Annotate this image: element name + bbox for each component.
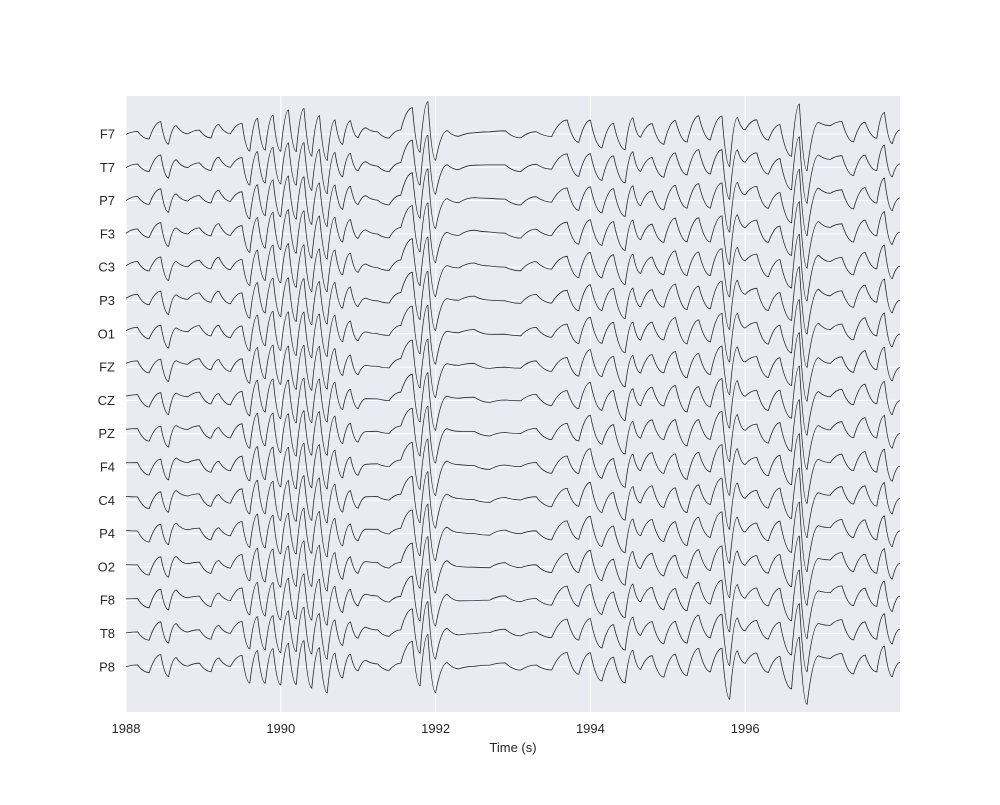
trace-o1	[125, 299, 901, 368]
plot-area	[126, 96, 900, 712]
trace-c4	[125, 467, 901, 539]
trace-t7	[125, 134, 901, 204]
channel-label-f8: F8	[100, 593, 115, 608]
channel-label-p8: P8	[99, 659, 115, 674]
x-tick-label: 1990	[266, 721, 295, 736]
channel-labels: F7 T7 P7 F3 C3 P3 O1 FZ CZ PZ F4 C4 P4 O2 F8 T8 P8	[98, 127, 115, 675]
channel-label-c4: C4	[98, 493, 115, 508]
x-tick-labels: 1988 1990 1992 1994 1996	[112, 721, 760, 736]
trace-p4	[125, 501, 901, 573]
trace-f8	[125, 568, 901, 640]
channel-label-fz: FZ	[99, 360, 115, 375]
channel-label-f4: F4	[100, 460, 115, 475]
channel-label-cz: CZ	[98, 393, 115, 408]
channel-label-f3: F3	[100, 226, 115, 241]
trace-f3	[125, 201, 901, 269]
channel-label-p4: P4	[99, 526, 115, 541]
x-tick-label: 1992	[421, 721, 450, 736]
trace-cz	[125, 365, 901, 436]
channel-label-o1: O1	[98, 326, 115, 341]
channel-traces	[125, 101, 901, 705]
trace-c3	[125, 233, 901, 302]
trace-p3	[125, 266, 901, 335]
x-tick-label: 1988	[112, 721, 141, 736]
trace-f4	[125, 433, 901, 504]
trace-fz	[125, 332, 901, 402]
x-tick-label: 1996	[731, 721, 760, 736]
channel-label-t7: T7	[100, 160, 115, 175]
channel-label-p3: P3	[99, 293, 115, 308]
channel-label-c3: C3	[98, 260, 115, 275]
trace-p8	[125, 634, 901, 705]
trace-t8	[125, 601, 901, 673]
trace-p7	[125, 168, 901, 237]
channel-label-f7: F7	[100, 127, 115, 142]
trace-o2	[125, 535, 901, 606]
channel-label-p7: P7	[99, 193, 115, 208]
x-tick-label: 1994	[576, 721, 605, 736]
trace-f7	[125, 101, 901, 172]
channel-label-pz: PZ	[98, 426, 115, 441]
trace-pz	[125, 399, 901, 470]
channel-label-o2: O2	[98, 559, 115, 574]
channel-label-t8: T8	[100, 626, 115, 641]
x-axis-label: Time (s)	[489, 740, 536, 755]
